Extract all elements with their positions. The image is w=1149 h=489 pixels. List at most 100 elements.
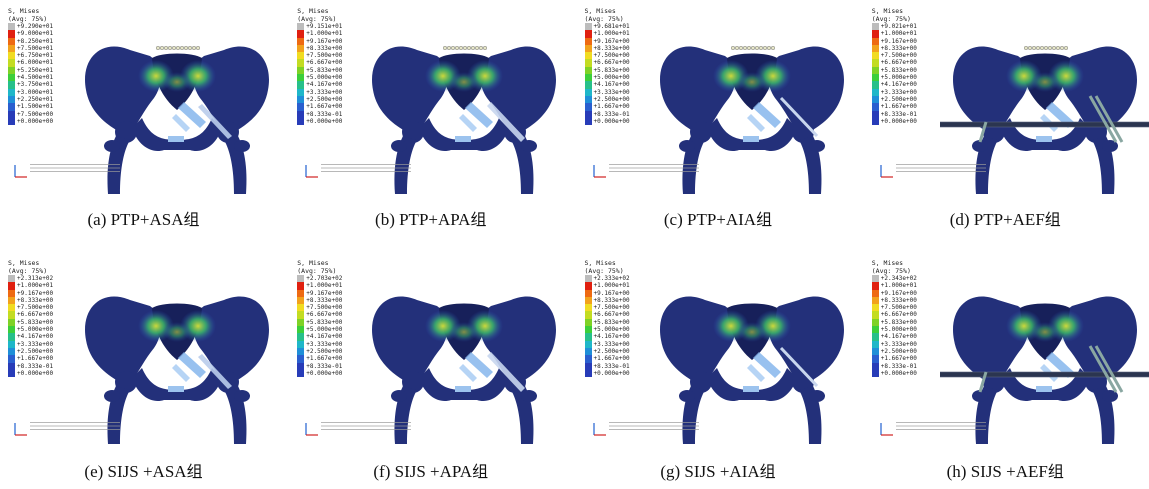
legend-row: +1.000e+01 [297, 30, 342, 38]
legend-swatch [584, 81, 592, 89]
legend-row: +3.333e+00 [8, 340, 53, 348]
legend-value: +1.000e+01 [880, 30, 917, 38]
caption-group-suffix: 组 [186, 462, 203, 481]
legend-swatch [871, 275, 879, 283]
legend-row: +8.333e-01 [8, 362, 54, 370]
fixator-pin [1088, 345, 1118, 393]
legend-row: +1.000e+01 [871, 282, 917, 290]
legend-value: +3.750e+01 [17, 81, 54, 89]
pubic-ring [706, 118, 797, 152]
legend-swatch [584, 311, 592, 319]
legend-swatch [584, 333, 592, 341]
legend-swatch [297, 95, 305, 104]
pubic-ring [706, 368, 797, 402]
legend-swatch [297, 355, 305, 363]
legend-row: +3.333e+00 [584, 88, 630, 96]
pelvis-model [372, 296, 557, 444]
legend-value: +8.333e-01 [306, 362, 343, 370]
caption-group-suffix: 组 [1044, 210, 1061, 229]
solver-footer-lines [895, 422, 986, 432]
legend-row: +5.000e+00 [297, 326, 342, 334]
legend-avg: (Avg: 75%) [8, 14, 48, 23]
legend-value: +3.333e+00 [306, 88, 343, 96]
legend-swatch [871, 66, 879, 75]
legend-value: +4.167e+00 [306, 333, 343, 341]
fe-model-h [939, 296, 1149, 444]
legend-swatch [297, 311, 305, 319]
legend-row: +1.000e+01 [584, 30, 630, 38]
legend-value: +6.000e+01 [17, 59, 54, 67]
stress-legend: S, Mises (Avg: 75%) +9.290e+01 +9.000e+01 +8… [8, 7, 54, 126]
axis-triad-icon [14, 423, 27, 436]
legend-avg: (Avg: 75%) [297, 266, 337, 275]
legend-value: +9.021e+01 [880, 23, 917, 30]
legend-row: +4.167e+00 [584, 333, 630, 341]
pubic-ring [999, 118, 1090, 152]
caption-group-suffix: 组 [472, 462, 489, 481]
legend-avg: (Avg: 75%) [584, 266, 624, 275]
axis-triad-icon [305, 423, 319, 436]
legend-swatch [8, 362, 15, 370]
legend-value: +2.500e+00 [593, 347, 630, 355]
legend-value: +5.250e+01 [17, 66, 54, 74]
axis-triad-icon [592, 165, 606, 178]
posterior-tension-plate [443, 46, 488, 51]
legend-swatch [8, 66, 15, 75]
figure-panel-b: S, Mises (Avg: 75%) +9.151e+01 +1.000e+01 +9… [287, 0, 574, 244]
figure-panel-f: S, Mises (Avg: 75%) +2.703e+02 +1.000e+01 +9… [287, 244, 574, 488]
legend-row: +8.333e+00 [297, 44, 342, 53]
legend-swatch [584, 362, 592, 370]
legend-swatch [8, 275, 15, 283]
legend-swatch [871, 347, 879, 356]
legend-value: +6.667e+00 [306, 59, 343, 67]
legend-swatch [297, 88, 305, 96]
legend-swatch [584, 282, 592, 290]
legend-swatch [8, 318, 15, 327]
legend-row: +2.500e+00 [297, 95, 342, 104]
legend-row: +2.333e+02 [584, 275, 630, 283]
legend-row: +5.833e+00 [871, 66, 917, 75]
figure-panel-a: S, Mises (Avg: 75%) +9.290e+01 +9.000e+01 +8… [0, 0, 287, 244]
posterior-tension-plate [1023, 46, 1068, 51]
legend-row: +0.000e+00 [584, 369, 630, 378]
legend-value: +8.333e+00 [593, 44, 630, 52]
pubic-ring [132, 118, 222, 152]
panel-caption: (g) SIJS +AIA组 [575, 458, 862, 482]
legend-row: +5.833e+00 [584, 318, 630, 327]
legend-swatch [584, 117, 592, 126]
legend-row: +1.667e+00 [297, 355, 342, 363]
legend-row: +6.667e+00 [297, 311, 342, 319]
legend-swatch [871, 30, 879, 38]
legend-swatch [8, 340, 15, 348]
pubic-plate [178, 102, 206, 128]
caption-group-suffix: 组 [1047, 462, 1064, 481]
legend-swatch [297, 110, 305, 118]
legend-row: +1.000e+01 [297, 282, 342, 290]
legend-row: +1.667e+00 [871, 103, 917, 111]
legend-swatch [297, 30, 305, 38]
legend-swatch [871, 326, 879, 334]
legend-value: +4.500e+01 [17, 74, 54, 82]
caption-group-suffix: 组 [759, 462, 776, 481]
legend-value: +9.167e+00 [593, 37, 630, 45]
stress-legend: S, Mises (Avg: 75%) +9.681e+01 +1.000e+01 +9… [584, 7, 630, 126]
legend-swatch [871, 282, 879, 290]
legend-row: +4.167e+00 [871, 333, 917, 341]
legend-avg: (Avg: 75%) [871, 14, 911, 23]
solver-footer-lines [30, 422, 120, 432]
legend-row: +6.667e+00 [8, 311, 53, 319]
legend-value: +5.833e+00 [306, 66, 343, 74]
figure-panel-c: S, Mises (Avg: 75%) +9.681e+01 +1.000e+01 +9… [575, 0, 862, 244]
caption-group-suffix: 组 [183, 210, 200, 229]
legend-value: +8.333e-01 [17, 362, 54, 370]
legend-row: +5.833e+00 [297, 318, 342, 327]
pelvis-model [939, 46, 1149, 194]
pelvis-model [939, 296, 1149, 444]
legend-row: +2.500e+00 [8, 347, 53, 356]
legend-swatch [297, 23, 305, 31]
legend-swatch [871, 304, 879, 312]
legend-row: +9.167e+00 [297, 289, 342, 297]
legend-row: +7.500e+00 [584, 304, 630, 312]
legend-row: +2.500e+00 [871, 347, 917, 356]
legend-swatch [584, 59, 592, 67]
